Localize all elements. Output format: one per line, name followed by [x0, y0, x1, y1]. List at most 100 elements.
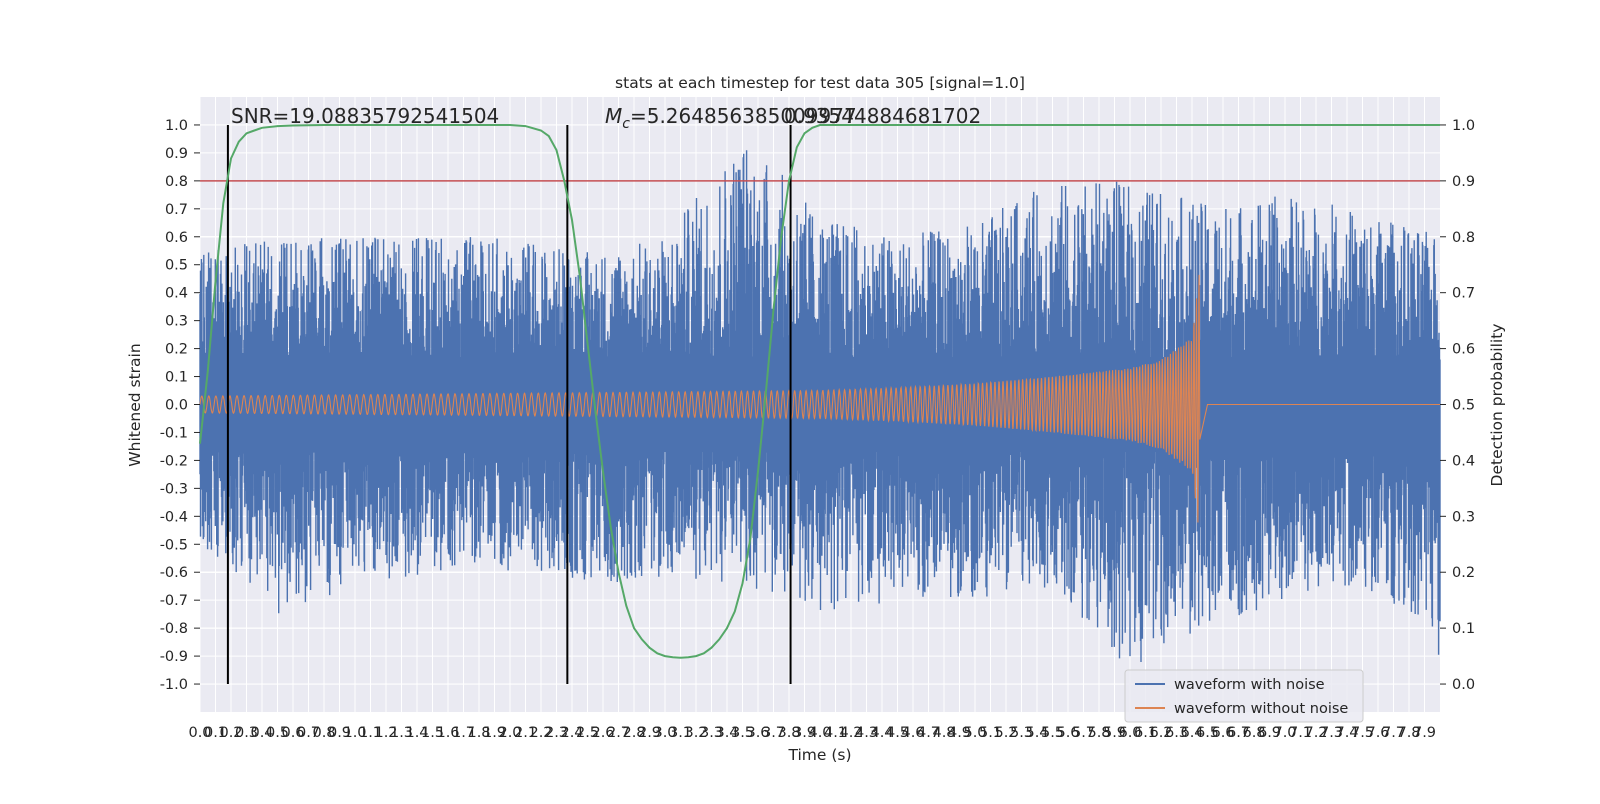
x-tick-label: 6.2 — [1149, 725, 1172, 741]
legend-label-clean: waveform without noise — [1174, 701, 1348, 717]
chart-title: stats at each timestep for test data 305… — [615, 74, 1025, 92]
x-tick-label: 4.2 — [839, 725, 862, 741]
x-tick-label: 0.3 — [235, 725, 258, 741]
x-tick-label: 7.2 — [1304, 725, 1327, 741]
chirp-mass-annotation: Mc=5.264856385009977 — [605, 104, 857, 132]
x-tick-label: 0.0 — [188, 725, 211, 741]
x-tick-label: 6.4 — [1180, 725, 1203, 741]
x-tick-label: 1.9 — [483, 725, 506, 741]
x-tick-label: 4.7 — [917, 725, 940, 741]
x-tick-label: 0.6 — [281, 725, 304, 741]
x-tick-label: 3.5 — [731, 725, 754, 741]
y-tick-label-right: 0.9 — [1452, 174, 1475, 190]
y-tick-label-right: 0.8 — [1452, 230, 1475, 246]
chirp-mass-symbol: M — [605, 104, 622, 128]
y-tick-label-right: 0.4 — [1452, 453, 1475, 469]
y-tick-label-left: -0.7 — [160, 593, 188, 609]
y-tick-label-left: 0.1 — [165, 370, 188, 386]
x-tick-label: 7.6 — [1366, 725, 1389, 741]
x-tick-label: 0.8 — [312, 725, 335, 741]
x-tick-label: 0.4 — [250, 725, 273, 741]
x-tick-label: 1.6 — [436, 725, 459, 741]
y-tick-label-left: -0.8 — [160, 621, 188, 637]
y-tick-label-left: -0.6 — [160, 565, 188, 581]
x-tick-label: 7.4 — [1335, 725, 1358, 741]
x-tick-label: 3.9 — [793, 725, 816, 741]
x-tick-label: 5.1 — [979, 725, 1002, 741]
x-tick-label: 3.4 — [715, 725, 738, 741]
x-tick-label: 3.6 — [746, 725, 769, 741]
waveform-without-noise-series — [199, 274, 1440, 523]
x-tick-label: 4.4 — [870, 725, 893, 741]
x-tick-label: 5.6 — [1056, 725, 1079, 741]
y-tick-label-left: 0.7 — [165, 202, 188, 218]
y-tick-label-left: 0.0 — [165, 398, 188, 414]
x-tick-label: 5.2 — [994, 725, 1017, 741]
x-tick-label: 0.2 — [219, 725, 242, 741]
y-tick-label-left: -0.3 — [160, 481, 188, 497]
y-tick-label-left: 0.5 — [165, 258, 188, 274]
snr-annotation: SNR=19.08835792541504 — [231, 104, 499, 128]
x-tick-label: 3.1 — [669, 725, 692, 741]
x-tick-label: 4.0 — [808, 725, 831, 741]
x-tick-label: 6.7 — [1227, 725, 1250, 741]
y-tick-label-left: 0.3 — [165, 314, 188, 330]
x-tick-label: 1.0 — [343, 725, 366, 741]
x-tick-label: 2.3 — [545, 725, 568, 741]
x-tick-label: 2.1 — [514, 725, 537, 741]
y-tick-label-right: 1.0 — [1452, 118, 1475, 134]
x-tick-label: 2.2 — [529, 725, 552, 741]
x-tick-label: 2.6 — [591, 725, 614, 741]
x-tick-label: 7.5 — [1351, 725, 1374, 741]
x-tick-label: 5.7 — [1072, 725, 1095, 741]
x-tick-label: 3.0 — [653, 725, 676, 741]
y-tick-label-left: 0.2 — [165, 342, 188, 358]
y-tick-label-left: -0.5 — [160, 537, 188, 553]
waveform-without-noise-line — [199, 274, 1440, 523]
y-tick-label-left: 0.8 — [165, 174, 188, 190]
y-tick-label-left: -0.2 — [160, 453, 188, 469]
x-tick-label: 1.1 — [359, 725, 382, 741]
y-axis-label-right: Detection probability — [1488, 324, 1506, 487]
y-tick-label-right: 0.5 — [1452, 398, 1475, 414]
y-tick-label-right: 0.3 — [1452, 509, 1475, 525]
y-tick-label-right: 0.2 — [1452, 565, 1475, 581]
x-tick-label: 6.0 — [1118, 725, 1141, 741]
y-tick-label-right: 0.6 — [1452, 342, 1475, 358]
x-tick-label: 6.3 — [1165, 725, 1188, 741]
chirp-mass-subscript: c — [622, 116, 630, 132]
x-tick-label: 4.1 — [824, 725, 847, 741]
legend-label-noise: waveform with noise — [1174, 677, 1325, 693]
y-tick-label-left: -1.0 — [160, 677, 188, 693]
x-tick-label: 5.8 — [1087, 725, 1110, 741]
x-tick-label: 1.5 — [421, 725, 444, 741]
chirp-mass-value: =5.264856385009977 — [630, 104, 857, 128]
x-tick-label: 2.0 — [498, 725, 521, 741]
detection-probability-line — [199, 124, 1440, 659]
x-tick-label: 0.9 — [328, 725, 351, 741]
x-tick-label: 4.5 — [886, 725, 909, 741]
y-tick-label-left: -0.1 — [160, 425, 188, 441]
detection-probability-series — [199, 124, 1440, 659]
x-tick-label: 0.5 — [266, 725, 289, 741]
y-tick-label-left: 0.9 — [165, 146, 188, 162]
x-tick-label: 0.1 — [204, 725, 227, 741]
x-tick-label: 6.6 — [1211, 725, 1234, 741]
x-tick-label: 3.3 — [700, 725, 723, 741]
x-tick-label: 6.5 — [1196, 725, 1219, 741]
x-tick-label: 3.2 — [684, 725, 707, 741]
x-tick-label: 1.8 — [467, 725, 490, 741]
x-tick-label: 7.0 — [1273, 725, 1296, 741]
x-tick-label: 2.4 — [560, 725, 583, 741]
x-tick-label: 2.8 — [622, 725, 645, 741]
x-tick-label: 7.9 — [1413, 725, 1436, 741]
x-tick-label: 5.5 — [1041, 725, 1064, 741]
x-tick-label: 6.1 — [1134, 725, 1157, 741]
x-tick-label: 4.8 — [932, 725, 955, 741]
x-tick-label: 7.7 — [1382, 725, 1405, 741]
x-tick-label: 5.3 — [1010, 725, 1033, 741]
legend: waveform with noise waveform without noi… — [1124, 669, 1364, 723]
x-axis-label: Time (s) — [787, 746, 851, 764]
x-tick-label: 1.2 — [374, 725, 397, 741]
x-tick-label: 5.9 — [1103, 725, 1126, 741]
